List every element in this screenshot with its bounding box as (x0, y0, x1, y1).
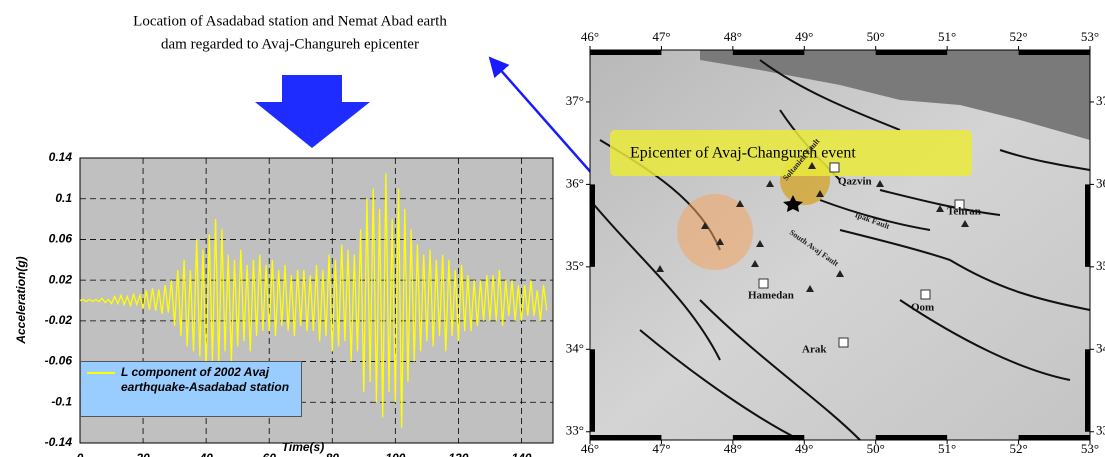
x-tick-label: 40 (198, 451, 213, 457)
epicenter-star (783, 195, 803, 212)
station-zone (677, 194, 753, 270)
map-y-tick-label: 33° (1096, 423, 1105, 438)
y-tick-label: 0.1 (55, 191, 72, 205)
map-x-tick-label: 53° (1081, 441, 1099, 456)
map-x-tick-label: 50° (867, 29, 885, 44)
map-y-tick-label: 35° (1096, 258, 1105, 273)
map-x-tick-label: 48° (724, 441, 742, 456)
map-scale-bar (590, 50, 662, 55)
legend-swatch (87, 372, 115, 374)
cities (758, 162, 965, 348)
map-x-tick-label: 49° (795, 441, 813, 456)
x-tick-label: 20 (135, 451, 150, 457)
y-tick-label: -0.14 (45, 435, 73, 449)
map-y-tick-label: 36° (566, 175, 584, 190)
map-scale-bar (1085, 349, 1090, 432)
city-label: Tehran (947, 206, 981, 218)
map-x-tick-label: 47° (652, 29, 670, 44)
sea (700, 50, 1090, 140)
map-scale-bar (590, 435, 662, 440)
legend: L component of 2002 Avaj earthquake-Asad… (80, 361, 302, 417)
x-tick-label: 0 (77, 451, 84, 457)
y-tick-label: -0.02 (45, 313, 73, 327)
map-y-tick-label: 35° (566, 258, 584, 273)
map-y-tick-label: 33° (566, 423, 584, 438)
legend-label: L component of 2002 Avaj earthquake-Asad… (121, 365, 290, 394)
map-x-tick-label: 47° (652, 441, 670, 456)
map-x-tick-label: 51° (938, 441, 956, 456)
x-tick-label: 60 (263, 451, 277, 457)
stations (656, 162, 969, 292)
map-y-tick-label: 34° (1096, 340, 1105, 355)
city-label: Hamedan (748, 290, 794, 302)
map-scale-bar (1085, 184, 1090, 267)
x-tick-label: 140 (511, 451, 531, 457)
map-scale-bar (1018, 50, 1090, 55)
map-y-tick-label: 37° (1096, 93, 1105, 108)
map-x-tick-label: 46° (581, 29, 599, 44)
map-x-tick-label: 49° (795, 29, 813, 44)
map-scale-bar (590, 184, 595, 267)
x-tick-label: 80 (326, 451, 340, 457)
map-x-tick-label: 46° (581, 441, 599, 456)
annotation-line: dam regarded to Avaj-Changureh epicenter (161, 36, 419, 52)
x-tick-label: 100 (385, 451, 405, 457)
map-scale-bar (732, 50, 805, 55)
y-axis-label: Acceleration(g) (14, 256, 28, 344)
map-scale-bar (875, 50, 948, 55)
annotation-line: Location of Asadabad station and Nemat A… (133, 13, 447, 29)
series-line (79, 173, 548, 428)
x-tick-label: 120 (448, 451, 468, 457)
map-x-tick-label: 48° (724, 29, 742, 44)
y-tick-label: -0.1 (51, 394, 72, 408)
map-x-tick-label: 51° (938, 29, 956, 44)
map-y-tick-label: 37° (566, 93, 584, 108)
city-label: Arak (802, 344, 827, 356)
map-scale-bar (875, 435, 948, 440)
map-x-tick-label: 53° (1081, 29, 1099, 44)
city-label: Qazvin (838, 176, 872, 188)
y-tick-label: 0.14 (49, 150, 73, 164)
y-tick-label: 0.02 (49, 272, 73, 286)
epicenter-label: Epicenter of Avaj-Changureh event (630, 145, 856, 162)
map-y-tick-label: 36° (1096, 175, 1105, 190)
x-axis-label: Time(s) (282, 440, 324, 454)
map-x-tick-label: 52° (1009, 441, 1027, 456)
epicenter-box (610, 130, 972, 176)
map: Epicenter of Avaj-Changureh event Qazvin… (589, 49, 1091, 441)
y-tick-label: 0.06 (49, 232, 73, 246)
y-tick-label: -0.06 (45, 354, 73, 368)
map-x-tick-label: 50° (867, 441, 885, 456)
map-scale-bar (590, 349, 595, 432)
map-scale-bar (732, 435, 805, 440)
map-y-tick-label: 34° (566, 340, 584, 355)
map-scale-bar (1018, 435, 1090, 440)
down-arrow (255, 75, 370, 148)
map-x-tick-label: 52° (1009, 29, 1027, 44)
city-label: Qom (911, 302, 934, 314)
